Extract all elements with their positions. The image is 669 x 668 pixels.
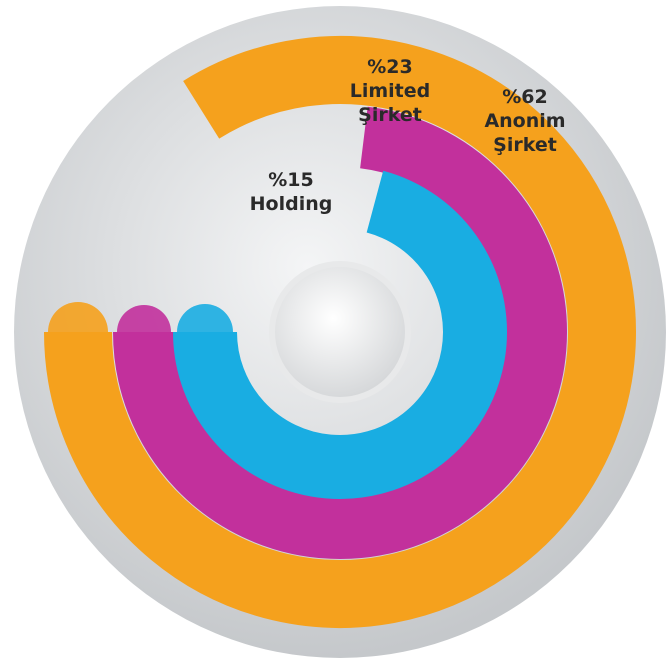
category-label: Holding: [249, 193, 333, 215]
value-label: %62: [502, 86, 548, 108]
value-label: %23: [367, 56, 413, 78]
value-label: %15: [268, 169, 314, 191]
data-label: %23 Limited Şirket: [340, 55, 440, 127]
rings: [44, 36, 636, 628]
data-label: %15 Holding: [236, 168, 346, 216]
category-label: Limited Şirket: [349, 80, 431, 126]
category-label: Anonim Şirket: [484, 110, 566, 156]
bar: [113, 106, 567, 559]
bar: [173, 170, 507, 499]
data-label: %62 Anonim Şirket: [470, 85, 580, 157]
bar: [44, 36, 636, 628]
center-hole: [269, 261, 411, 403]
